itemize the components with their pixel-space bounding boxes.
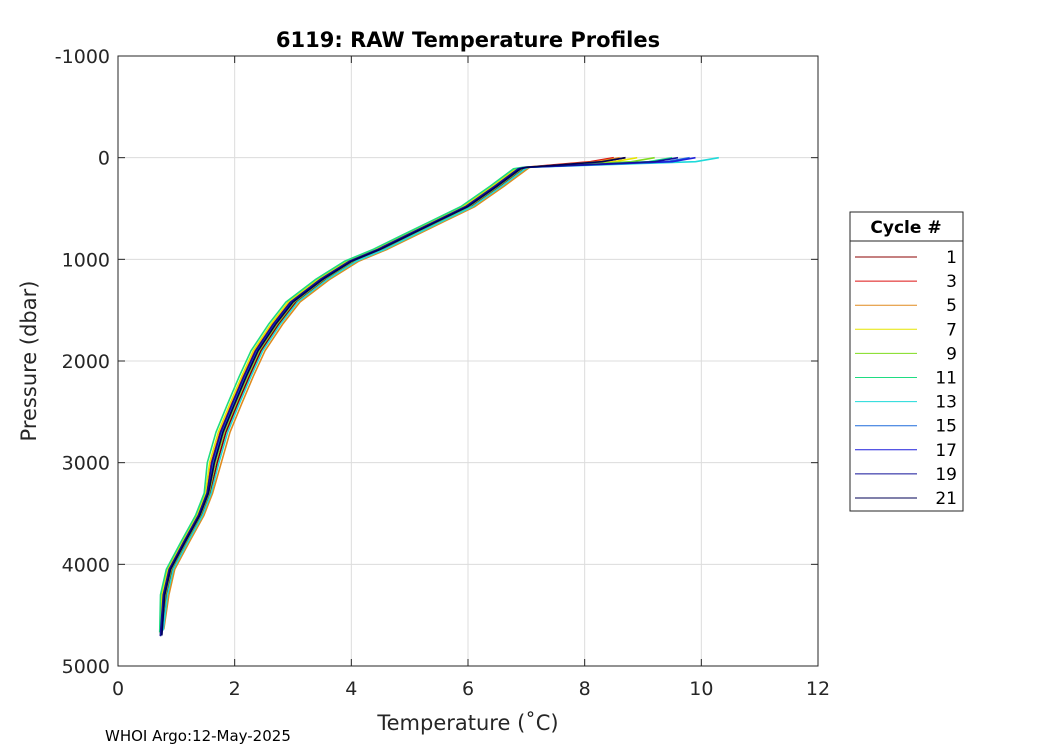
x-axis-label: Temperature (˚C): [376, 711, 558, 735]
legend-label-9: 9: [946, 344, 957, 364]
profile-line-cycle-11: [158, 156, 673, 633]
legend-label-17: 17: [935, 441, 957, 461]
x-tick-label: 10: [689, 678, 713, 700]
legend-label-5: 5: [946, 296, 957, 316]
profile-line-cycle-7: [159, 156, 638, 635]
y-axis-label: Pressure (dbar): [17, 281, 41, 442]
legend-box: [849, 211, 964, 512]
profile-line-cycle-19: [159, 156, 679, 637]
y-tick-label: -1000: [55, 46, 110, 68]
legend-title: Cycle #: [870, 218, 941, 238]
profile-line-cycle-13: [162, 156, 719, 631]
legend-label-11: 11: [935, 369, 957, 389]
profile-line-cycle-5: [163, 156, 620, 630]
x-tick-label: 2: [229, 678, 241, 700]
y-axis-ticks: -1000 0 1000 2000 3000 4000 5000: [55, 46, 818, 678]
x-tick-label: 6: [462, 678, 474, 700]
y-tick-label: 4000: [62, 554, 110, 576]
legend-label-15: 15: [935, 417, 957, 437]
legend-label-1: 1: [946, 248, 957, 268]
y-tick-label: 0: [98, 148, 110, 170]
y-tick-label: 1000: [62, 249, 110, 271]
legend-label-3: 3: [946, 272, 957, 292]
y-tick-label: 2000: [62, 351, 110, 373]
x-tick-label: 12: [806, 678, 830, 700]
x-tick-label: 0: [112, 678, 124, 700]
x-axis-ticks: 0 2 4 6 8 10 12: [112, 56, 830, 700]
profile-lines: [158, 156, 719, 637]
chart-title: 6119: RAW Temperature Profiles: [276, 28, 660, 52]
legend-label-7: 7: [946, 320, 957, 340]
y-tick-label: 5000: [62, 656, 110, 678]
profile-line-cycle-21: [161, 156, 626, 636]
x-tick-label: 4: [345, 678, 357, 700]
legend-label-19: 19: [935, 465, 957, 485]
y-tick-label: 3000: [62, 453, 110, 475]
legend-label-21: 21: [935, 489, 957, 509]
footer-credit: WHOI Argo:12-May-2025: [105, 727, 291, 745]
profile-line-cycle-1: [161, 156, 626, 631]
x-tick-label: 8: [579, 678, 591, 700]
legend-label-13: 13: [935, 393, 957, 413]
